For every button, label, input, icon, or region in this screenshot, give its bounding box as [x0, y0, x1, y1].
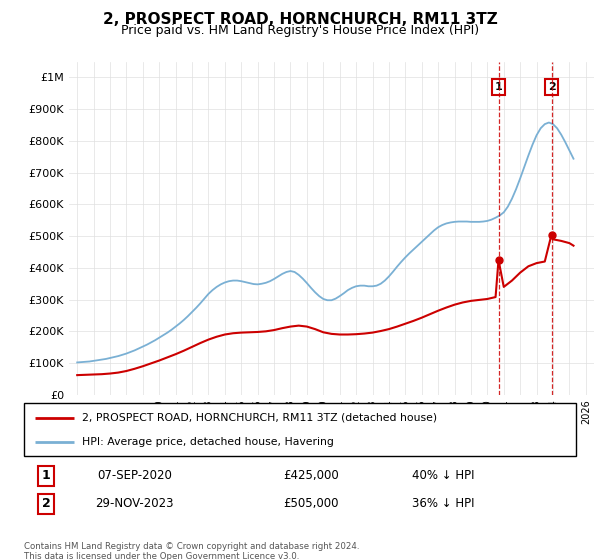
- Text: £425,000: £425,000: [283, 469, 339, 482]
- Text: Contains HM Land Registry data © Crown copyright and database right 2024.
This d: Contains HM Land Registry data © Crown c…: [24, 542, 359, 560]
- Text: 1: 1: [42, 469, 50, 482]
- Text: 2, PROSPECT ROAD, HORNCHURCH, RM11 3TZ (detached house): 2, PROSPECT ROAD, HORNCHURCH, RM11 3TZ (…: [82, 413, 437, 423]
- Text: 1: 1: [494, 82, 502, 92]
- Text: 07-SEP-2020: 07-SEP-2020: [97, 469, 172, 482]
- Text: 36% ↓ HPI: 36% ↓ HPI: [412, 497, 475, 510]
- Text: 40% ↓ HPI: 40% ↓ HPI: [412, 469, 475, 482]
- FancyBboxPatch shape: [24, 403, 576, 456]
- Text: 2, PROSPECT ROAD, HORNCHURCH, RM11 3TZ: 2, PROSPECT ROAD, HORNCHURCH, RM11 3TZ: [103, 12, 497, 27]
- Text: 29-NOV-2023: 29-NOV-2023: [95, 497, 173, 510]
- Text: Price paid vs. HM Land Registry's House Price Index (HPI): Price paid vs. HM Land Registry's House …: [121, 24, 479, 36]
- Text: £505,000: £505,000: [283, 497, 339, 510]
- Text: 2: 2: [42, 497, 50, 510]
- Text: HPI: Average price, detached house, Havering: HPI: Average price, detached house, Have…: [82, 437, 334, 447]
- Text: 2: 2: [548, 82, 556, 92]
